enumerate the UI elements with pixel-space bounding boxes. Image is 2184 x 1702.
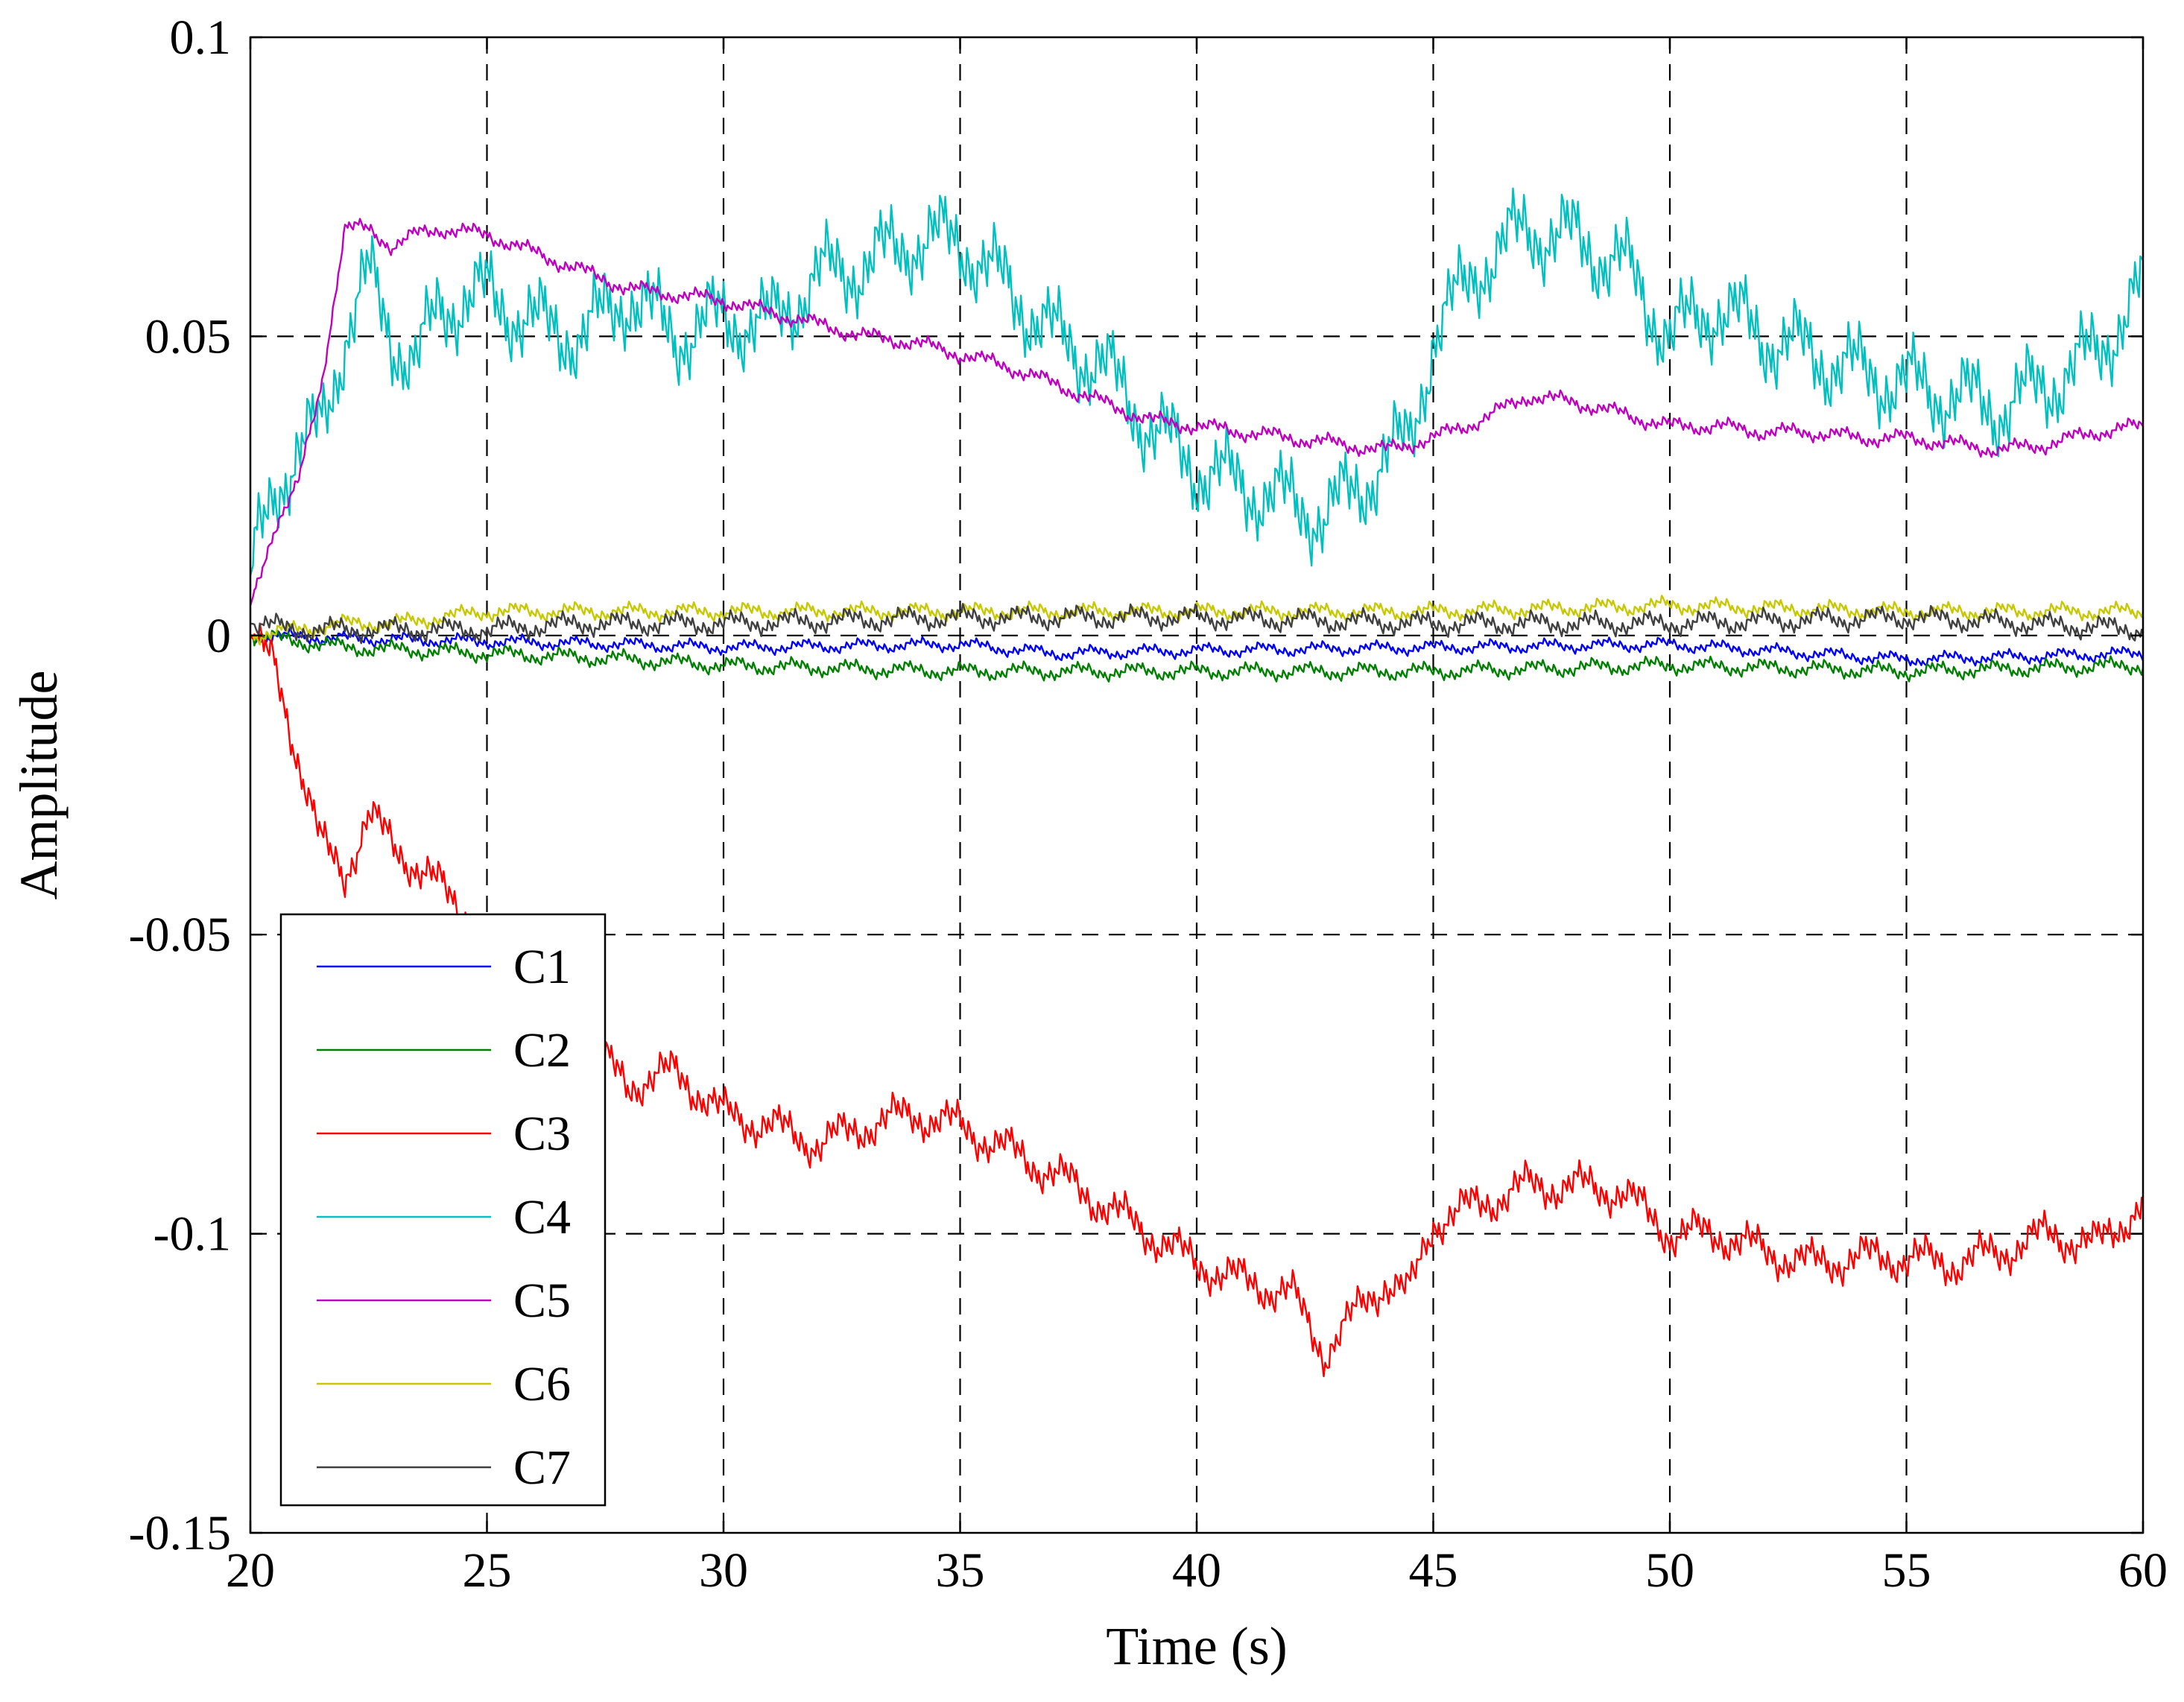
x-tick-label: 35	[936, 1543, 985, 1598]
legend-item-c4: C4	[317, 1190, 571, 1244]
legend-item-c7: C7	[317, 1440, 571, 1495]
series-line-c6	[250, 595, 2145, 646]
x-tick-label: 45	[1409, 1543, 1458, 1598]
y-tick-label: -0.15	[129, 1506, 231, 1560]
x-tick-label: 30	[699, 1543, 748, 1598]
x-tick-label: 55	[1882, 1543, 1931, 1598]
legend-label: C3	[513, 1107, 571, 1161]
legend-box	[279, 913, 607, 1507]
series-line-c5	[249, 218, 2145, 607]
y-tick-label: -0.1	[153, 1207, 231, 1262]
x-tick-label: 60	[2118, 1543, 2168, 1598]
legend-label: C1	[513, 940, 571, 994]
legend-item-c1: C1	[317, 940, 571, 994]
series-line-c7	[250, 603, 2145, 645]
series-line-c4	[249, 187, 2145, 576]
y-tick-label: 0	[206, 609, 231, 663]
legend: C1 C2 C3 C4 C5 C6 C7	[279, 913, 607, 1507]
legend-label: C2	[513, 1023, 571, 1078]
legend-item-c6: C6	[317, 1357, 571, 1411]
y-tick-label: 0.05	[145, 309, 232, 364]
series-line-c2	[250, 629, 2145, 683]
series-line-c1	[250, 627, 2145, 667]
y-tick-label: 0.1	[170, 10, 232, 65]
x-tick-label: 20	[226, 1543, 275, 1598]
axis-ticks: 20 25 30 35 40 45 50 55 60 0.1 0.05 0 -0.05 -0.1 -0.15	[129, 10, 2168, 1598]
legend-label: C7	[513, 1440, 571, 1495]
grid	[250, 37, 2143, 1533]
y-axis-label: Amplitude	[9, 671, 69, 900]
y-tick-label: -0.05	[129, 908, 231, 962]
legend-item-c2: C2	[317, 1023, 571, 1078]
legend-label: C6	[513, 1357, 571, 1411]
x-tick-label: 50	[1645, 1543, 1694, 1598]
series-layer	[249, 187, 2145, 1378]
x-axis-label: Time (s)	[1106, 1616, 1287, 1676]
x-tick-label: 25	[463, 1543, 512, 1598]
legend-item-c3: C3	[317, 1107, 571, 1161]
legend-label: C5	[513, 1274, 571, 1328]
x-tick-label: 40	[1172, 1543, 1221, 1598]
legend-item-c5: C5	[317, 1274, 571, 1328]
legend-label: C4	[513, 1190, 571, 1244]
